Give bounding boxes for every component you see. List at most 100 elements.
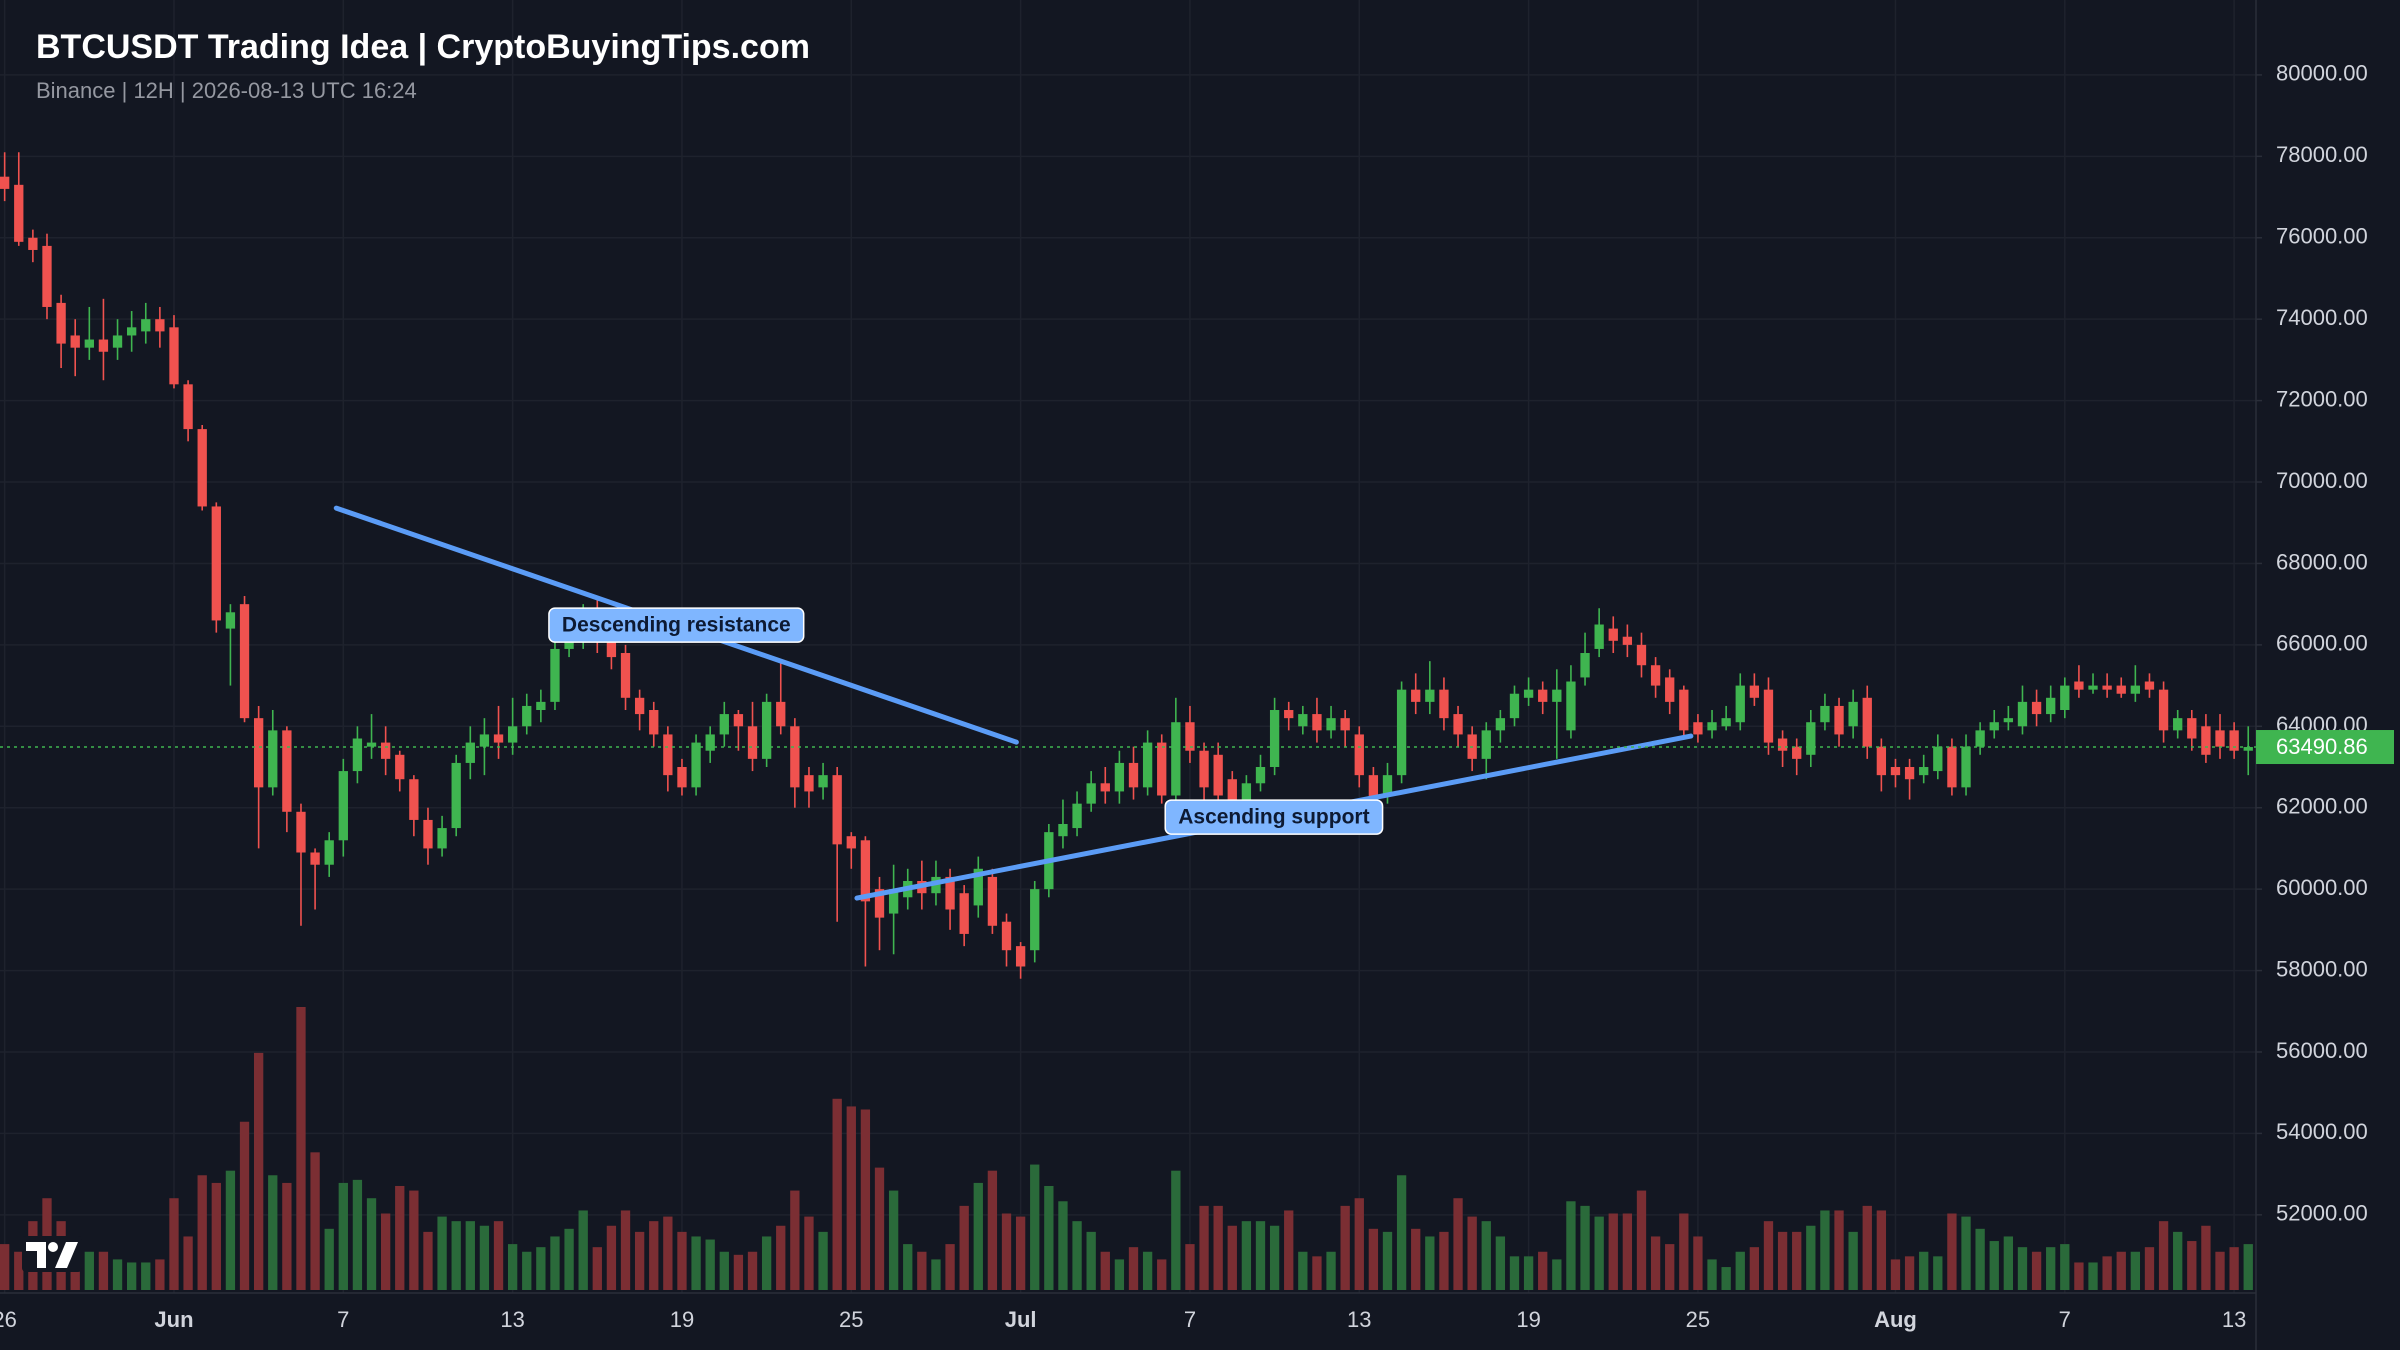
candle-body <box>2088 685 2098 690</box>
candle-body <box>1255 767 1266 784</box>
candle-body <box>1834 705 1844 735</box>
volume-bar <box>846 1106 856 1290</box>
volume-bar <box>1255 1221 1266 1290</box>
volume-bar <box>1284 1210 1294 1290</box>
volume-bar <box>1467 1216 1477 1290</box>
candle-body <box>1171 722 1181 796</box>
volume-bar <box>112 1259 123 1290</box>
volume-bar <box>1354 1198 1364 1290</box>
candle-body <box>2243 747 2253 751</box>
candle-body <box>1185 722 1195 751</box>
candle-body <box>1453 714 1463 735</box>
volume-bar <box>1114 1259 1125 1290</box>
volume-bar <box>268 1175 278 1290</box>
volume-bar <box>705 1239 715 1290</box>
volume-bar <box>649 1221 659 1290</box>
volume-bar <box>1566 1201 1576 1290</box>
volume-bar <box>324 1228 334 1290</box>
volume-bar <box>2003 1236 2014 1290</box>
candle-body <box>1594 624 1604 649</box>
volume-bar <box>239 1121 250 1290</box>
volume-bar <box>366 1198 377 1290</box>
candle-body <box>1665 677 1675 702</box>
volume-bar <box>2088 1262 2098 1290</box>
volume-bar <box>197 1175 207 1290</box>
volume-bar <box>1213 1205 1223 1290</box>
candle-body <box>112 335 123 348</box>
volume-bar <box>395 1185 405 1290</box>
candle-body <box>141 319 151 332</box>
candle-body <box>1650 665 1661 686</box>
volume-bar <box>931 1259 941 1290</box>
volume-bar <box>804 1216 814 1290</box>
candle-body <box>2003 718 2014 723</box>
annotation-box <box>1164 799 1384 835</box>
volume-bar <box>1735 1251 1745 1290</box>
candle-body <box>1580 653 1590 678</box>
volume-bar <box>1763 1221 1774 1290</box>
candle-body <box>1693 722 1703 735</box>
volume-bar <box>691 1236 701 1290</box>
candle-body <box>860 840 871 902</box>
candle-body <box>1608 628 1618 641</box>
volume-bar <box>888 1190 899 1290</box>
volume-bar <box>1989 1241 1999 1290</box>
candle-body <box>987 876 998 926</box>
x-tick-label: Jun <box>154 1307 193 1332</box>
volume-bar <box>2173 1231 2183 1290</box>
volume-bar <box>832 1098 842 1290</box>
candle-body <box>211 506 221 621</box>
candle-body <box>1114 762 1125 792</box>
candle-body <box>776 701 786 727</box>
y-tick-label: 56000.00 <box>2276 1038 2368 1063</box>
candle-body <box>1495 718 1506 731</box>
volume-bar <box>1650 1236 1661 1290</box>
volume-bar <box>2060 1244 2070 1290</box>
candle-body <box>493 734 504 743</box>
annotation-label: Ascending support <box>1164 799 1384 835</box>
volume-bar <box>1058 1201 1068 1290</box>
volume-bar <box>1947 1213 1957 1290</box>
volume-bar <box>1552 1259 1562 1290</box>
volume-bar <box>2017 1247 2028 1290</box>
volume-bar <box>1382 1231 1393 1290</box>
volume-bar <box>169 1198 179 1290</box>
volume-bar <box>352 1179 363 1290</box>
volume-bar <box>1679 1213 1689 1290</box>
candle-body <box>2215 730 2225 747</box>
volume-bar <box>141 1262 151 1290</box>
x-tick-label: 13 <box>1347 1307 1371 1332</box>
x-tick-label: 13 <box>2222 1307 2246 1332</box>
candle-body <box>282 730 292 812</box>
y-tick-label: 52000.00 <box>2276 1201 2368 1226</box>
grid <box>0 0 2256 1293</box>
candle-body <box>1284 710 1294 719</box>
volume-bar <box>296 1007 306 1290</box>
candle-body <box>846 836 856 849</box>
volume-bar <box>14 1251 24 1290</box>
volume-bar <box>1622 1213 1633 1290</box>
candle-body <box>1876 746 1887 776</box>
candle-body <box>874 889 885 918</box>
volume-bar <box>1834 1210 1844 1290</box>
y-tick-label: 76000.00 <box>2276 224 2368 249</box>
volume-bar <box>761 1236 772 1290</box>
candle-body <box>1509 693 1520 719</box>
candle-body <box>691 742 701 788</box>
volume-bar <box>1876 1210 1887 1290</box>
candle-body <box>945 876 955 910</box>
candle-body <box>550 648 560 702</box>
candle-body <box>28 237 38 250</box>
candle-body <box>1552 689 1562 702</box>
y-tick-label: 80000.00 <box>2276 61 2368 86</box>
candle-body <box>1481 730 1491 759</box>
volume-bar <box>1185 1244 1195 1290</box>
volume-bar <box>507 1244 518 1290</box>
candle-body <box>888 889 899 914</box>
candle-body <box>973 868 983 906</box>
volume-bar <box>1580 1205 1590 1290</box>
volume-bar <box>776 1225 786 1290</box>
volume-bar <box>987 1170 998 1290</box>
volume-bar <box>225 1170 236 1290</box>
volume-bar <box>409 1190 419 1290</box>
